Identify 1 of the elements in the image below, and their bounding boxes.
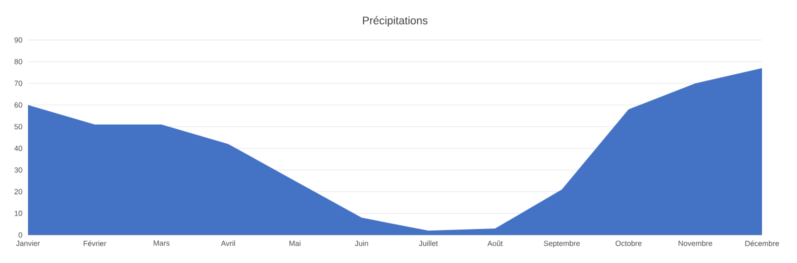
chart-title: Précipitations [363, 16, 428, 26]
